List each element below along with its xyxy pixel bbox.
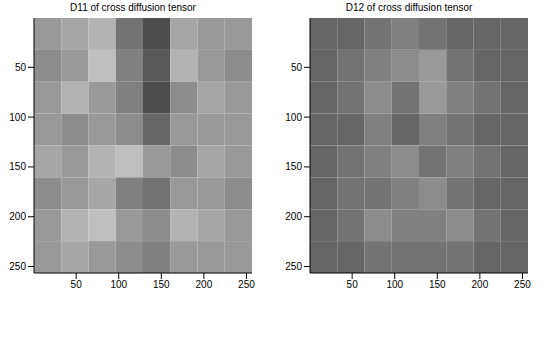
svg-text:250: 250 [238,279,255,290]
svg-text:50: 50 [15,62,27,73]
svg-text:200: 200 [472,279,489,290]
html-text:D11 of cross diffusion tensor: D11 of cross diffusion tensor [70,2,196,13]
svg-text:50: 50 [291,62,303,73]
svg-text:250: 250 [514,279,531,290]
svg-text:250: 250 [285,261,302,272]
svg-text:150: 150 [153,279,170,290]
svg-text:150: 150 [9,161,26,172]
svg-text:50: 50 [71,279,83,290]
svg-text:250: 250 [9,261,26,272]
svg-text:150: 150 [285,161,302,172]
svg-text:100: 100 [386,279,403,290]
svg-text:100: 100 [110,279,127,290]
svg-text:100: 100 [9,112,26,123]
svg-text:200: 200 [196,279,213,290]
svg-text:200: 200 [9,211,26,222]
svg-text:150: 150 [429,279,446,290]
svg-text:100: 100 [285,112,302,123]
svg-text:50: 50 [347,279,359,290]
html-text:D12 of cross diffusion tensor: D12 of cross diffusion tensor [345,2,473,13]
svg-text:200: 200 [285,211,302,222]
